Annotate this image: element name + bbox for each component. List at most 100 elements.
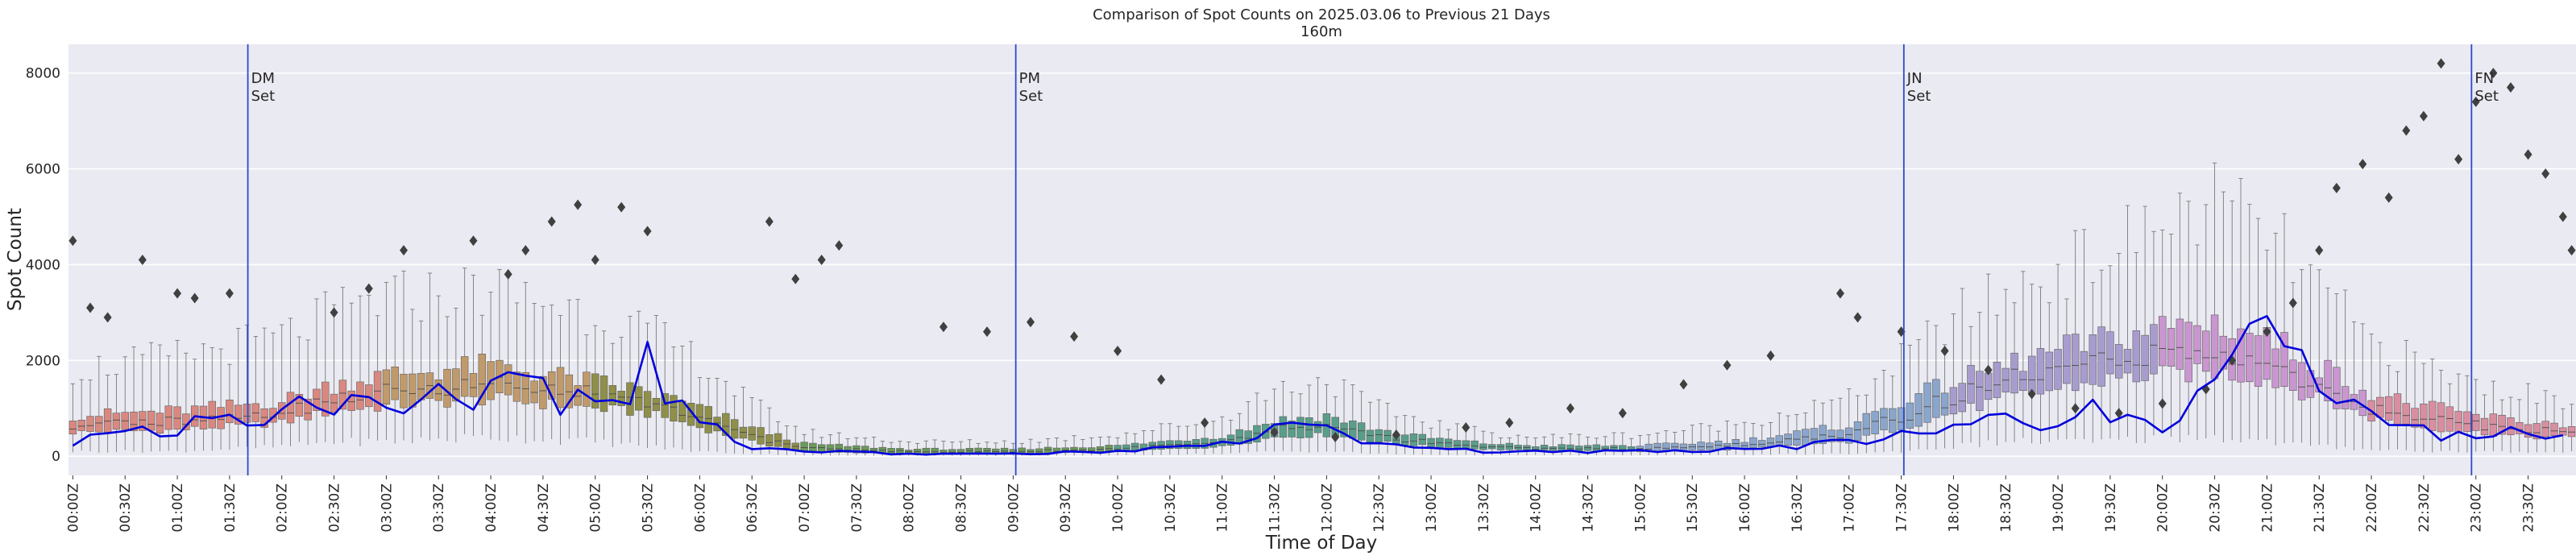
box-232 [2089, 282, 2097, 443]
box-228 [2054, 263, 2062, 440]
box-161 [1471, 425, 1479, 456]
box-156 [1427, 427, 1435, 455]
box-body [1427, 438, 1435, 448]
outlier-point [2567, 245, 2576, 256]
box-body [1471, 440, 1479, 450]
box-body [1784, 433, 1792, 446]
box-63 [617, 337, 625, 444]
box-body [704, 406, 712, 433]
outlier-point [190, 292, 199, 304]
box-284 [2541, 390, 2549, 453]
box-body [2054, 349, 2062, 390]
box-body [1801, 429, 1810, 446]
box-25 [286, 317, 295, 446]
box-body [1662, 442, 1670, 451]
box-body [1279, 416, 1288, 438]
box-body [896, 448, 904, 454]
x-tick-label: 21:30Z [2312, 483, 2328, 533]
outlier-point [2541, 168, 2550, 179]
box-237 [2132, 251, 2141, 443]
box-body [77, 419, 85, 431]
box-body [278, 402, 286, 420]
box-body [2063, 334, 2071, 384]
box-217 [1958, 288, 1966, 444]
box-body [130, 411, 138, 432]
x-tick-label: 21:00Z [2259, 483, 2275, 533]
box-body [139, 411, 147, 431]
box-body [1679, 443, 1688, 451]
box-body [1244, 430, 1252, 444]
x-tick-label: 06:30Z [745, 483, 761, 533]
x-tick-label: 11:00Z [1215, 483, 1231, 533]
outlier-point [2263, 326, 2271, 338]
box-59 [583, 334, 591, 438]
box-142 [1305, 384, 1313, 453]
box-body [887, 448, 895, 454]
y-tick-label: 6000 [26, 162, 60, 178]
outlier-point [1070, 331, 1079, 342]
box-body [164, 405, 172, 430]
box-body [243, 404, 251, 423]
box-body [1540, 445, 1549, 450]
box-body [2167, 328, 2176, 367]
outlier-point [2114, 408, 2123, 419]
box-body [922, 447, 931, 454]
outlier-point [68, 235, 77, 247]
box-251 [2254, 218, 2263, 440]
box-158 [1444, 429, 1453, 455]
set-marker-sublabel: Set [2474, 88, 2499, 105]
box-body [1871, 411, 1879, 434]
box-body [1409, 433, 1418, 446]
box-body [313, 388, 321, 411]
box-242 [2176, 193, 2184, 442]
box-140 [1288, 392, 1296, 452]
box-body [2150, 324, 2158, 375]
x-tick-label: 07:30Z [849, 483, 865, 533]
box-68 [661, 322, 669, 450]
box-114 [1061, 440, 1069, 456]
box-body [1375, 429, 1383, 443]
y-axis-ticks: 0 2000 4000 6000 8000 [26, 66, 60, 466]
box-268 [2402, 339, 2411, 450]
box-body [2036, 348, 2045, 395]
box-body [1575, 446, 1583, 452]
box-body [338, 380, 347, 410]
box-41 [425, 272, 434, 441]
x-tick-label: 02:00Z [275, 483, 291, 533]
x-tick-label: 04:00Z [483, 483, 500, 533]
box-body [2176, 318, 2184, 370]
outlier-point [1853, 312, 1862, 323]
box-287 [2567, 404, 2576, 452]
box-146 [1340, 380, 1348, 452]
box-42 [434, 295, 442, 439]
x-tick-label: 13:00Z [1424, 483, 1440, 533]
box-32 [347, 302, 355, 438]
box-body [1976, 371, 1984, 411]
box-body [1749, 437, 1757, 448]
outlier-point [504, 268, 512, 280]
box-196 [1775, 413, 1784, 454]
box-body [391, 366, 399, 400]
box-body [2246, 333, 2254, 383]
box-90 [852, 437, 861, 456]
box-261 [2341, 289, 2350, 447]
x-tick-label: 01:30Z [222, 483, 239, 533]
box-283 [2532, 402, 2541, 453]
box-body [1035, 448, 1043, 454]
box-45 [460, 268, 469, 434]
box-62 [608, 342, 617, 447]
x-tick-label: 10:00Z [1110, 483, 1126, 533]
box-50 [504, 272, 512, 442]
x-tick-label: 09:30Z [1058, 483, 1074, 533]
box-222 [2001, 288, 2010, 442]
outlier-point [1331, 431, 1340, 442]
box-body [2376, 396, 2384, 418]
box-body [626, 382, 634, 416]
box-body [748, 426, 756, 441]
box-body [2402, 403, 2411, 425]
box-227 [2045, 302, 2053, 442]
box-body [2333, 367, 2341, 409]
box-body [1148, 442, 1157, 450]
y-axis-label: Spot Count [5, 208, 26, 311]
x-tick-label: 13:30Z [1476, 483, 1492, 533]
